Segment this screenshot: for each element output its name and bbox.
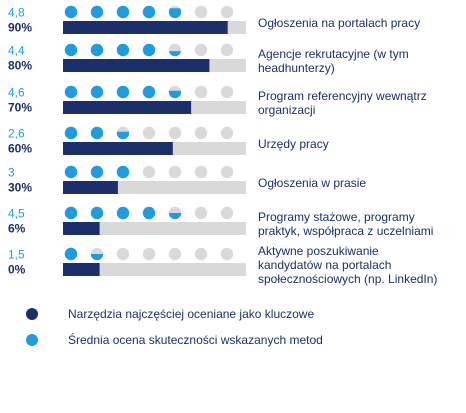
bar-value	[63, 142, 173, 155]
category-label: Ogłoszenia na portalach pracy	[258, 16, 420, 30]
rating-dot	[64, 165, 78, 179]
percent-label: 90%	[8, 21, 32, 35]
legend-swatch-avg-rating	[26, 334, 38, 346]
rating-dot-empty	[220, 165, 234, 179]
rating-dot-empty	[220, 206, 234, 220]
legend-label-avg-rating: Średnia ocena skuteczności wskazanych me…	[68, 333, 323, 347]
bar-value	[63, 222, 100, 235]
rating-dot-empty	[220, 43, 234, 57]
rating-dot-empty	[116, 247, 130, 261]
rating-dot-empty	[220, 247, 234, 261]
rating-dot-empty	[194, 206, 208, 220]
rating-dot	[90, 5, 104, 19]
bar-value	[63, 101, 192, 114]
rating-dot	[64, 126, 78, 140]
rating-dot	[64, 85, 78, 99]
percent-label: 80%	[8, 59, 32, 73]
rating-dot-empty	[220, 5, 234, 19]
rating-dot	[142, 206, 156, 220]
legend-swatch-key-tools	[26, 308, 38, 320]
rating-dot	[116, 43, 130, 57]
bar-track	[63, 222, 246, 235]
rating-dot	[64, 43, 78, 57]
rating-dot-empty	[220, 126, 234, 140]
bar-value	[63, 59, 210, 72]
rating-label: 2,6	[8, 127, 25, 141]
rating-dot-empty	[142, 247, 156, 261]
rating-dot	[90, 126, 104, 140]
chart: 4,890% Ogłoszenia na portalach pracy 4,480…	[8, 5, 437, 287]
legend-label-key-tools: Narzędzia najczęściej oceniane jako kluc…	[68, 307, 315, 321]
bar-value	[63, 21, 228, 34]
rating-dot-partial	[168, 90, 182, 99]
rating-dot	[64, 206, 78, 220]
rating-dot	[142, 85, 156, 99]
rating-dot	[64, 5, 78, 19]
rating-dot-empty	[194, 85, 208, 99]
rating-label: 4,6	[8, 86, 25, 100]
rating-dot-partial	[90, 254, 104, 261]
rating-dot-empty	[194, 165, 208, 179]
rating-dot	[116, 5, 130, 19]
rating-dot-empty	[194, 43, 208, 57]
rating-dot-partial	[168, 213, 182, 220]
category-label: Ogłoszenia w prasie	[258, 176, 366, 190]
rating-dot-empty	[194, 126, 208, 140]
category-label: kandydatów na portalach	[258, 258, 391, 272]
bar-value	[63, 263, 100, 276]
rating-dot	[142, 43, 156, 57]
rating-dot-empty	[168, 165, 182, 179]
rating-dot-empty	[220, 85, 234, 99]
rating-dot-partial	[168, 8, 182, 19]
percent-label: 70%	[8, 101, 32, 115]
rating-dot-empty	[168, 126, 182, 140]
rating-dot	[116, 165, 130, 179]
legend-item-avg-rating: Średnia ocena skuteczności wskazanych me…	[14, 333, 323, 347]
rating-label: 3	[8, 166, 15, 180]
category-label: Agencje rekrutacyjne (w tym	[258, 47, 409, 61]
category-label: Urzędy pracy	[258, 137, 329, 151]
category-label: społecznościowych (np. LinkedIn)	[258, 272, 437, 286]
rating-dot-partial	[168, 51, 182, 57]
bar-track	[63, 263, 246, 276]
rating-dot	[64, 247, 78, 261]
rating-dot-empty	[142, 165, 156, 179]
rating-label: 4,5	[8, 207, 25, 221]
percent-label: 30%	[8, 181, 32, 195]
rating-dot	[90, 206, 104, 220]
rating-dot	[90, 85, 104, 99]
rating-dot-empty	[194, 5, 208, 19]
rating-dot	[116, 206, 130, 220]
rating-label: 1,5	[8, 248, 25, 262]
category-label: headhunterzy)	[258, 61, 335, 75]
category-label: organizacji	[258, 103, 315, 117]
rating-dot	[142, 5, 156, 19]
bar-value	[63, 181, 118, 194]
percent-label: 0%	[8, 263, 26, 277]
rating-dot-empty	[168, 247, 182, 261]
legend-item-key-tools: Narzędzia najczęściej oceniane jako kluc…	[14, 307, 314, 321]
rating-dot-empty	[194, 247, 208, 261]
percent-label: 60%	[8, 142, 32, 156]
category-label: Programy stażowe, programy	[258, 210, 415, 224]
rating-dot	[90, 43, 104, 57]
category-label: Aktywne poszukiwanie	[258, 244, 379, 258]
category-label: praktyk, współpraca z uczelniami	[258, 224, 433, 238]
rating-label: 4,4	[8, 44, 25, 58]
rating-dot-empty	[142, 126, 156, 140]
rating-dot	[116, 85, 130, 99]
percent-label: 6%	[8, 222, 26, 236]
rating-dot-partial	[116, 131, 130, 140]
category-label: Program referencyjny wewnątrz	[258, 89, 427, 103]
rating-dot	[90, 165, 104, 179]
rating-label: 4,8	[8, 6, 25, 20]
